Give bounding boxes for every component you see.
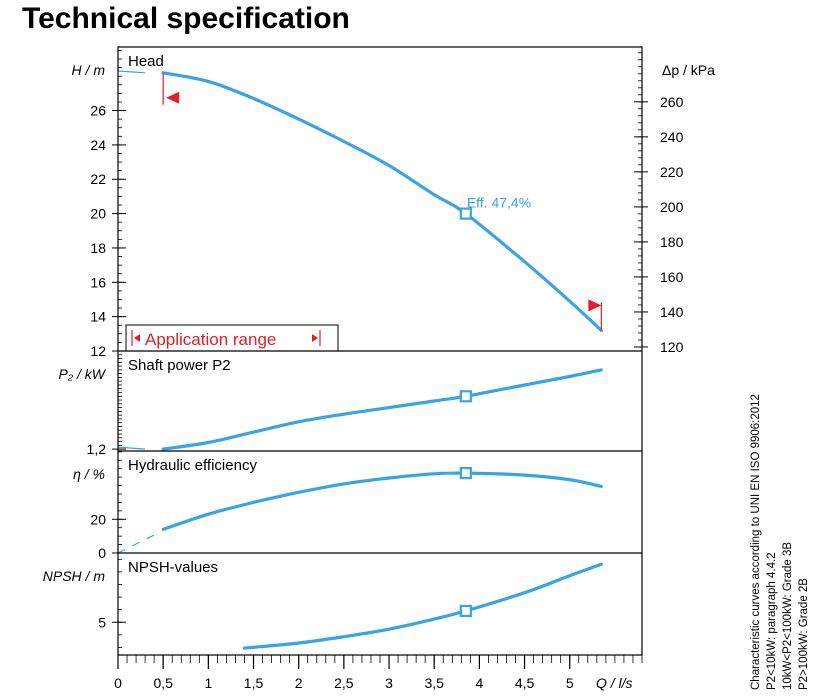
y-tick-label: 24 xyxy=(90,137,106,153)
range-start-marker xyxy=(166,91,180,104)
y-tick-label: 26 xyxy=(90,103,106,119)
y-tick-label: 0 xyxy=(98,545,106,561)
y-tick-label: 12 xyxy=(90,343,106,359)
curve-line xyxy=(161,71,603,332)
curve-line xyxy=(161,368,603,451)
x-tick-label: 0 xyxy=(114,675,122,691)
duty-point-marker xyxy=(459,390,472,403)
panel-title: Hydraulic efficiency xyxy=(128,457,257,474)
x-tick-label: 1,5 xyxy=(244,675,264,691)
application-range-arrow-right xyxy=(312,334,318,342)
x-axis-label: Q / l/s xyxy=(596,675,633,691)
duty-point-marker xyxy=(459,466,472,480)
note-line-2: P2<10kW: paragraph 4.4.2 xyxy=(766,552,778,690)
y-right-tick-label: 220 xyxy=(660,164,684,180)
y-right-tick-label: 260 xyxy=(660,94,684,110)
x-tick-label: 4 xyxy=(475,675,483,691)
curve-lead-in xyxy=(117,532,159,554)
x-tick-label: 3,5 xyxy=(424,675,444,691)
application-range-label: Application range xyxy=(145,330,276,349)
x-tick-label: 4,5 xyxy=(515,675,535,691)
x-tick-label: 5 xyxy=(566,675,574,691)
duty-point-marker xyxy=(459,207,472,220)
note-line-4: P2>100kW: Grade 2B xyxy=(798,578,810,690)
y-right-tick-label: 200 xyxy=(660,199,684,215)
y-right-tick-label: 240 xyxy=(660,129,684,145)
duty-point-marker xyxy=(459,604,472,618)
y-tick-label: 5 xyxy=(98,614,106,630)
y-axis-label: NPSH / m xyxy=(43,568,106,584)
curve-lead-in xyxy=(117,70,146,74)
y-tick-label: 20 xyxy=(90,511,106,527)
y-right-tick-label: 180 xyxy=(660,234,684,250)
x-tick-label: 2,5 xyxy=(334,675,354,691)
y-tick-label: 18 xyxy=(90,240,106,256)
curve-lead-in xyxy=(117,446,146,450)
y-tick-label: 22 xyxy=(90,171,106,187)
y-axis-label: H / m xyxy=(72,62,106,78)
curve-line xyxy=(242,562,603,650)
y-tick-label: 20 xyxy=(90,206,106,222)
y-right-axis-label: Δp / kPa xyxy=(662,62,715,78)
x-tick-label: 2 xyxy=(295,675,303,691)
note-line-1: Characteristic curves according to UNI E… xyxy=(750,394,762,690)
application-range-box xyxy=(125,324,339,352)
panel-title: Head xyxy=(128,53,164,70)
page-title: Technical specification xyxy=(22,2,350,35)
note-line-3: 10kW<P2<100kW: Grade 3B xyxy=(782,541,794,690)
y-right-tick-label: 160 xyxy=(660,269,684,285)
panel-title: NPSH-values xyxy=(128,559,218,576)
y-tick-label: 14 xyxy=(90,309,106,325)
x-tick-label: 3 xyxy=(385,675,393,691)
x-tick-label: 1 xyxy=(204,675,212,691)
x-tick-label: 0,5 xyxy=(153,675,173,691)
panel-title: Shaft power P2 xyxy=(128,357,231,374)
y-right-tick-label: 120 xyxy=(660,339,684,355)
y-right-tick-label: 140 xyxy=(660,304,684,320)
application-range-arrow-left xyxy=(134,334,140,342)
y-axis-label: P₂ / kW xyxy=(58,366,106,382)
y-axis-label: η / % xyxy=(73,466,105,482)
curve-line xyxy=(161,471,603,531)
curve-notes: Characteristic curves according to UNI E… xyxy=(748,394,812,690)
range-end-marker xyxy=(588,299,602,312)
efficiency-label: Eff. 47,4% xyxy=(467,195,531,211)
y-tick-label: 1,2 xyxy=(87,441,107,457)
y-tick-label: 16 xyxy=(90,274,106,290)
